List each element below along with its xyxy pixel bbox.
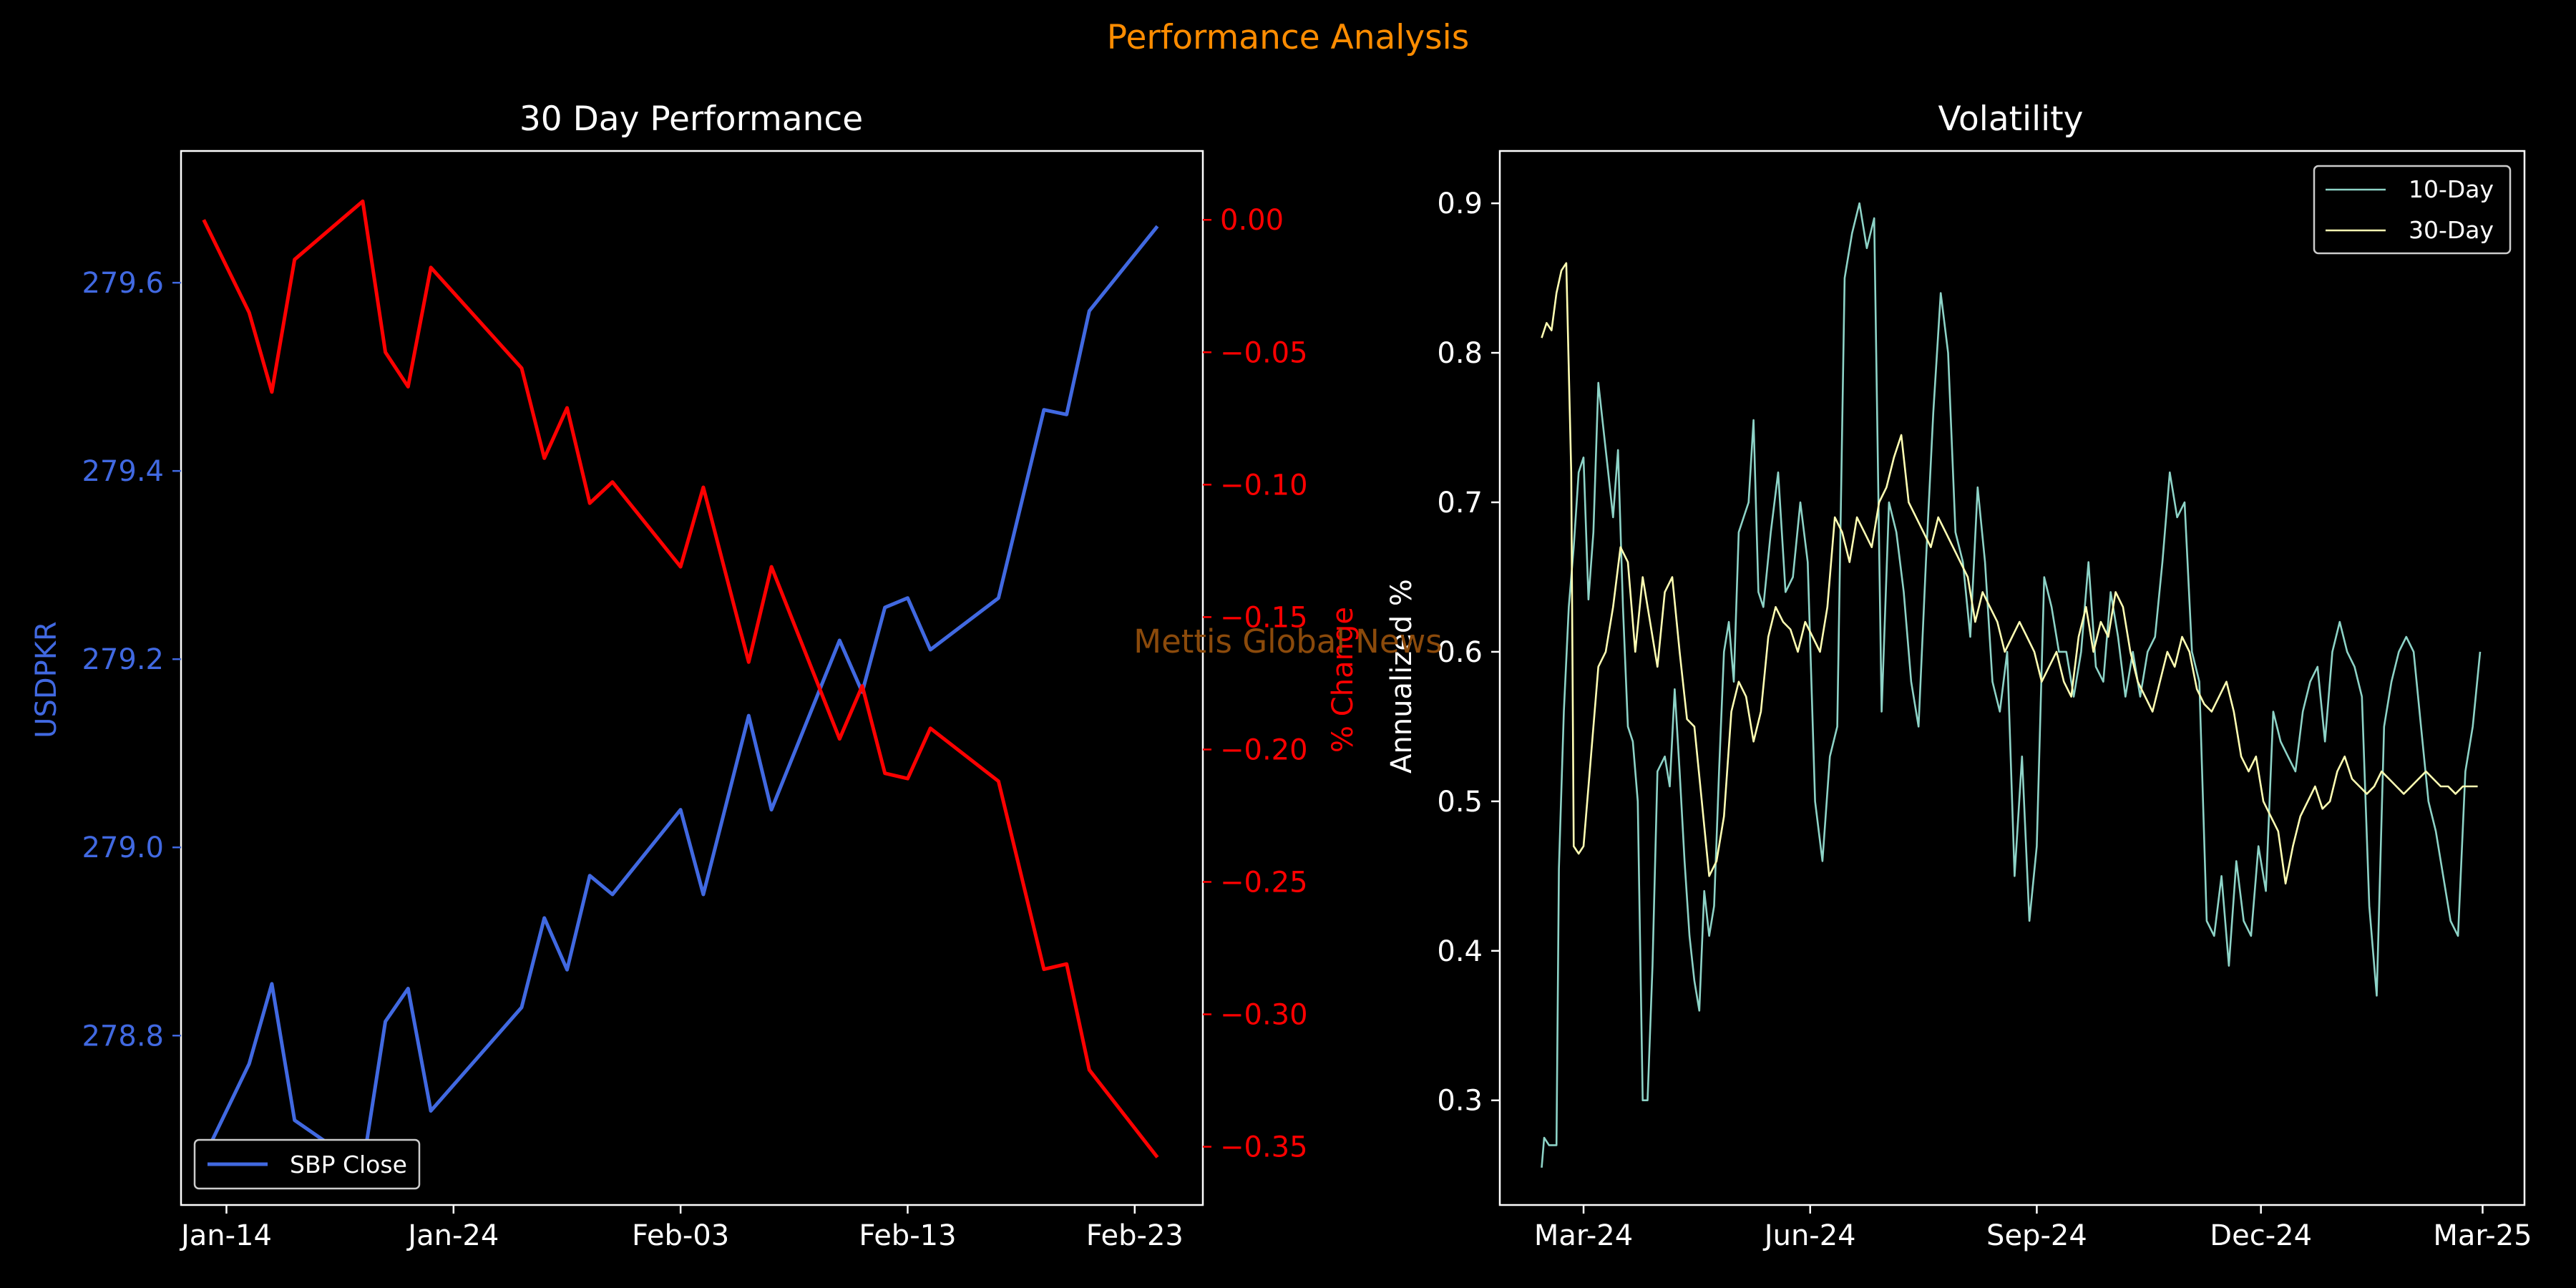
percent-change-tick-label: −0.35 (1220, 1131, 1308, 1164)
x-tick-label: Sep-24 (1986, 1219, 2087, 1252)
x-tick-label: Mar-24 (1534, 1219, 1633, 1252)
legend-label-30-day: 30-Day (2409, 216, 2494, 244)
watermark: Mettis Global News (1133, 623, 1443, 660)
performance-panel-title: 30 Day Performance (519, 99, 863, 139)
percent-change-tick-label: 0.00 (1220, 204, 1284, 237)
x-tick-label: Jan-24 (406, 1219, 499, 1252)
y-tick-label: 0.4 (1437, 935, 1483, 968)
volatility-plot-area: Mar-24 Jun-24 Sep-24 Dec-24 Mar-25 0.3 0.4 0.5 0… (1437, 150, 2532, 1252)
x-tick-label: Feb-23 (1086, 1219, 1184, 1252)
y-tick-label: 0.7 (1437, 487, 1483, 519)
y-tick-label: 0.6 (1437, 636, 1483, 669)
x-tick-label: Feb-13 (859, 1219, 956, 1252)
y-tick-label: 0.9 (1437, 187, 1483, 220)
legend-label-sbp-close: SBP Close (290, 1151, 407, 1179)
performance-plot-frame (180, 150, 1204, 1206)
legend-box (2313, 165, 2512, 255)
usdpkr-tick-label: 278.8 (82, 1020, 164, 1053)
y-tick-label: 0.5 (1437, 786, 1483, 819)
performance-plot-area: Jan-14 Jan-24 Feb-03 Feb-13 Feb-23 278.8 279.0… (82, 150, 1308, 1252)
percent-change-tick-label: −0.10 (1220, 469, 1308, 502)
30-day-line (1541, 262, 2478, 885)
x-tick-label: Dec-24 (2210, 1219, 2312, 1252)
volatility-panel: Volatility Mar-24 Jun-24 Sep-24 Dec-24 Mar-2… (1385, 99, 2532, 1252)
percent-change-tick-label: −0.30 (1220, 999, 1308, 1032)
sbp-close-line (202, 225, 1159, 1169)
usdpkr-tick-label: 279.2 (82, 643, 164, 676)
percent-change-tick-label: −0.05 (1220, 336, 1308, 369)
x-tick-label: Jun-24 (1762, 1219, 1856, 1252)
volatility-plot-frame (1498, 150, 2526, 1206)
percent-change-tick-label: −0.25 (1220, 866, 1308, 899)
usdpkr-axis-label: USDPKR (30, 621, 63, 738)
y-tick-label: 0.8 (1437, 337, 1483, 370)
y-tick-label: 0.3 (1437, 1085, 1483, 1118)
percent-change-tick-label: −0.20 (1220, 733, 1308, 766)
percent-change-tick-label: −0.15 (1220, 601, 1308, 634)
percent-change-axis-label: % Change (1327, 607, 1360, 753)
10-day-line (1541, 202, 2482, 1168)
legend-box (193, 1138, 421, 1190)
figure-title: Performance Analysis (1107, 18, 1469, 57)
volatility-panel-title: Volatility (1938, 99, 2084, 139)
x-tick-label: Feb-03 (632, 1219, 729, 1252)
performance-legend: SBP Close (193, 1138, 421, 1190)
legend-label-10-day: 10-Day (2409, 175, 2494, 203)
annualized-axis-label: Annualized % (1385, 579, 1418, 774)
usdpkr-tick-label: 279.0 (82, 831, 164, 864)
x-tick-label: Jan-14 (179, 1219, 272, 1252)
performance-panel: 30 Day Performance Jan-14 Jan-24 Feb-03 Feb… (30, 99, 1360, 1252)
volatility-legend: 10-Day 30-Day (2313, 165, 2512, 255)
usdpkr-tick-label: 279.4 (82, 455, 164, 488)
change-line (202, 199, 1159, 1158)
usdpkr-tick-label: 279.6 (82, 267, 164, 300)
x-tick-label: Mar-25 (2433, 1219, 2532, 1252)
